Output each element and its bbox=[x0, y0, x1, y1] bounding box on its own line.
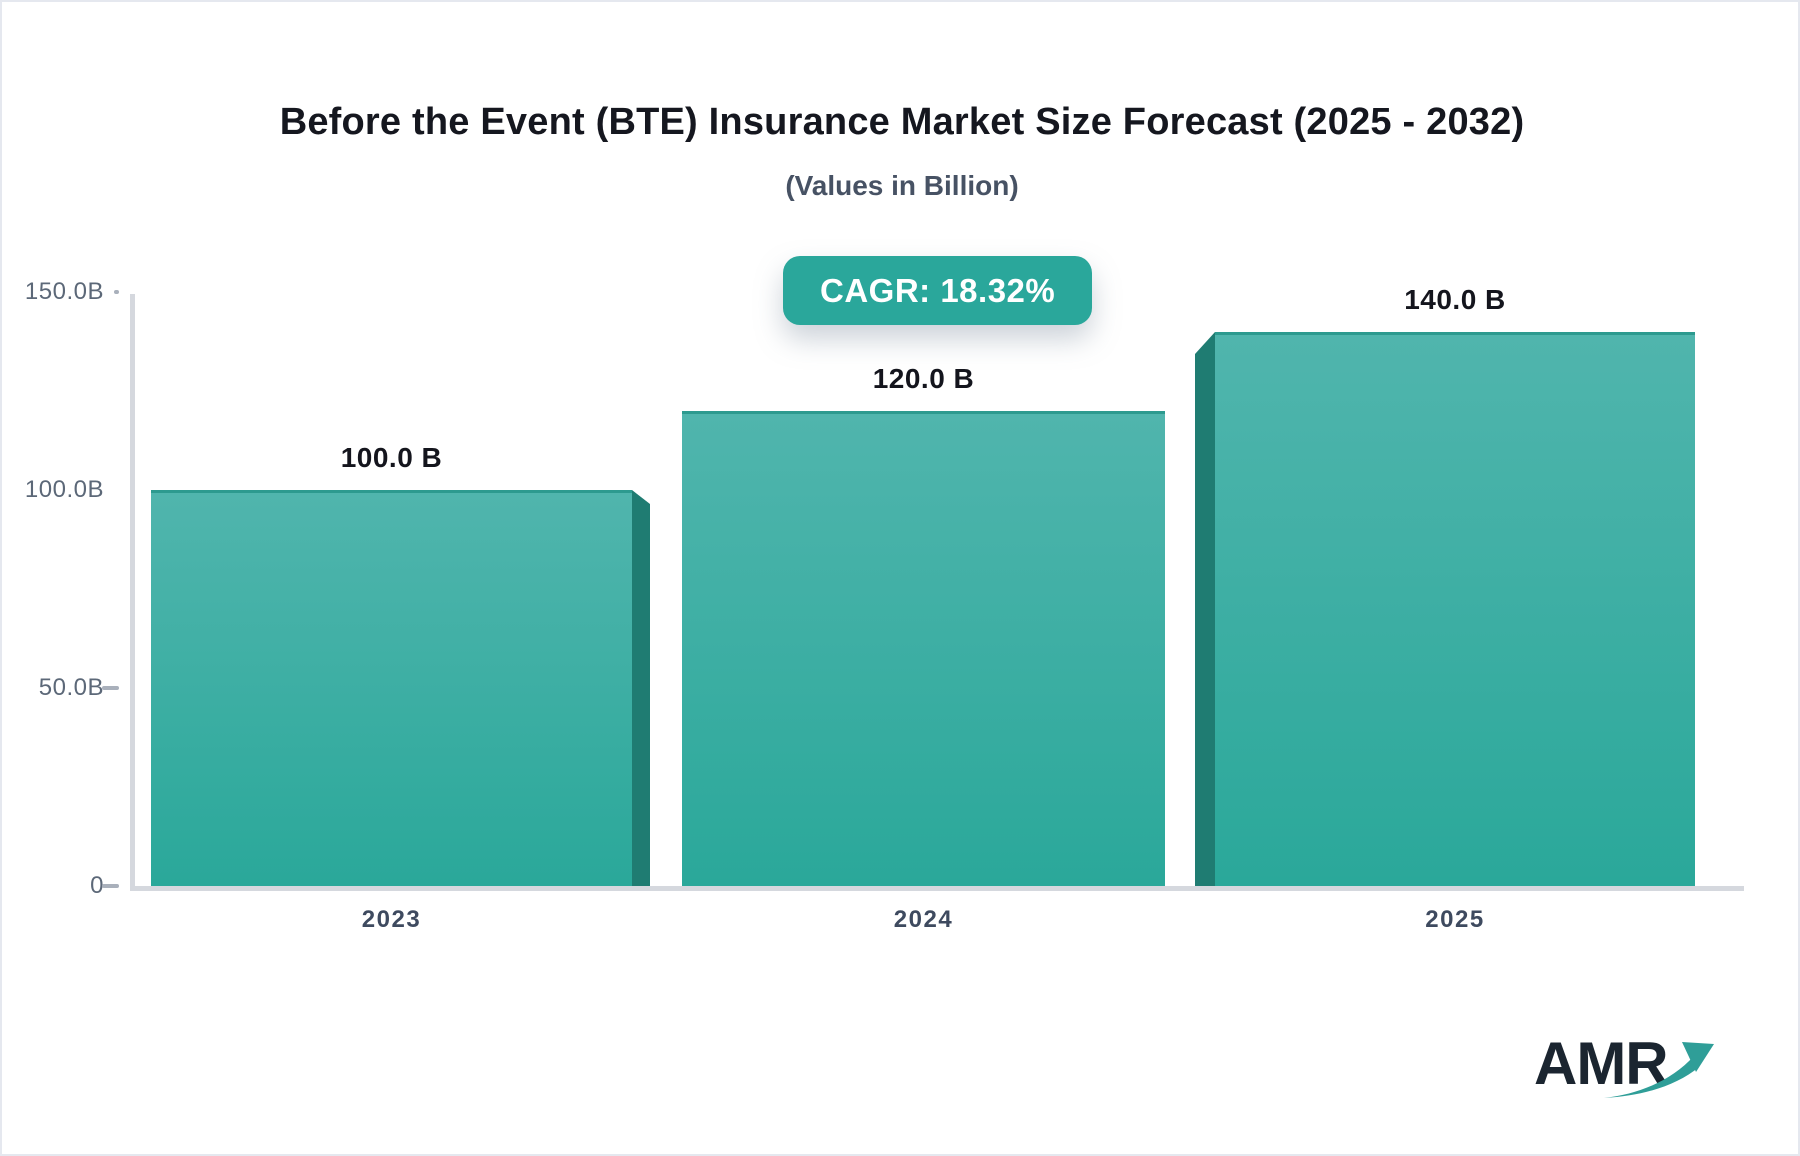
chart-title: Before the Event (BTE) Insurance Market … bbox=[279, 101, 1525, 143]
y-tick-mark-0 bbox=[102, 884, 119, 888]
y-tick-label-50: 50.0B bbox=[38, 674, 104, 701]
y-tick-label-100: 100.0B bbox=[24, 476, 104, 503]
bar-2024 bbox=[682, 411, 1165, 886]
y-axis-line bbox=[130, 294, 135, 888]
growth-arrow-icon bbox=[1604, 1042, 1714, 1098]
x-tick-label-2024: 2024 bbox=[893, 906, 954, 933]
y-tick-mark-150 bbox=[114, 290, 119, 294]
x-tick-label-2025: 2025 bbox=[1425, 906, 1485, 933]
amr-logo-text: AMR bbox=[1534, 1030, 1669, 1097]
bar-value-label-2025: 140.0 B bbox=[1404, 284, 1506, 315]
y-tick-mark-50 bbox=[102, 686, 119, 690]
amr-logo: AMR bbox=[1534, 1032, 1734, 1122]
bar-2025 bbox=[1215, 332, 1695, 886]
chart-subtitle: (Values in Billion) bbox=[785, 170, 1019, 201]
bar-3d-edge-2023 bbox=[632, 490, 650, 886]
y-tick-label-150: 150.0B bbox=[24, 278, 104, 305]
x-tick-label-2023: 2023 bbox=[361, 906, 422, 933]
bar-3d-edge-2025 bbox=[1195, 332, 1215, 886]
bar-2023 bbox=[151, 490, 632, 886]
x-axis-line bbox=[130, 886, 1744, 891]
y-tick-label-0: 0 bbox=[90, 872, 104, 899]
bar-value-label-2023: 100.0 B bbox=[340, 442, 443, 473]
cagr-badge: CAGR: 18.32% bbox=[783, 256, 1093, 325]
bar-value-label-2024: 120.0 B bbox=[872, 363, 975, 394]
